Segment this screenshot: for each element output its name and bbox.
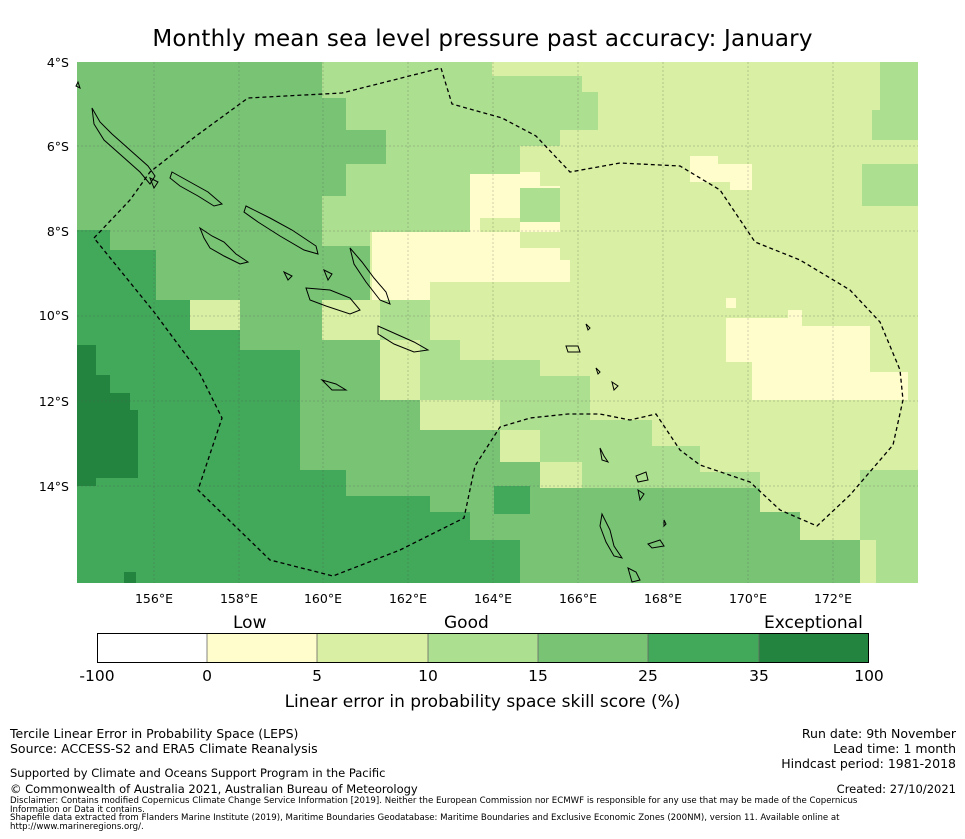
raster-exceptional [77,345,138,486]
raster-very-good [494,486,530,514]
colorbar-segment [538,633,648,663]
island-shortland [149,176,159,190]
footer-shapefile-2: http://www.marineregions.org/. [10,822,144,832]
colorbar-tick: 10 [418,667,438,685]
lat-label-4s: 4°S [46,55,69,70]
island-bougainville [91,107,156,185]
coastlines [75,80,667,583]
raster-good-light [862,164,918,206]
island-makira [377,325,430,353]
island-santa-cruz [565,345,581,353]
lat-label-6s: 6°S [46,139,69,154]
colorbar-segment [317,633,428,663]
footer-method: Tercile Linear Error in Probability Spac… [10,726,299,741]
island-torres [599,447,610,463]
footer-run-date: Run date: 9th November [801,726,956,741]
lon-label-168e: 168°E [643,591,682,606]
raster-good-light [380,300,760,488]
raster-good-light [520,188,560,222]
lat-label-14s: 14°S [38,479,69,494]
island-buka [75,80,81,89]
island-vanuatu-north [647,539,665,549]
island-malaita [349,247,391,305]
colorbar-tick: 0 [202,667,212,685]
raster-very-good [77,230,520,583]
island-new-georgia [198,226,250,265]
lon-label-164e: 164°E [473,591,512,606]
lon-label-166e: 166°E [558,591,597,606]
footer-disclaimer-2: Information or Data it contains. [10,805,145,815]
colorbar-tick: -100 [79,667,115,685]
colorbar-segment [759,633,869,663]
gridlines [77,62,918,583]
footer-lead-time: Lead time: 1 month [833,741,956,756]
lon-label-158e: 158°E [219,591,258,606]
lon-label-170e: 170°E [728,591,767,606]
colorbar-tick: 5 [312,667,322,685]
raster-exceptional [124,572,136,583]
colorbar-category-low: Low [233,613,267,633]
colorbar-tick: 35 [749,667,769,685]
footer-created: Created: 27/10/2021 [836,782,956,796]
lat-label-12s: 12°S [38,394,69,409]
raster-good-light [322,62,598,280]
island-choiseul [169,171,224,207]
footer-shapefile-1: Shapefile data extracted from Flanders M… [10,813,840,823]
footer-source: Source: ACCESS-S2 and ERA5 Climate Reana… [10,741,318,756]
island-espiritu-santo [599,512,624,559]
skill-raster [77,62,918,583]
island-small-1 [611,380,619,391]
colorbar-category-good: Good [444,613,489,633]
raster-low-patch [372,218,570,300]
island-banks [635,471,649,483]
raster-low-patch [726,310,908,400]
island-guadalcanal [305,287,361,315]
colorbar-segment [207,633,317,663]
footer-copyright: © Commonwealth of Australia 2021, Austra… [10,782,418,796]
raster-good-light [872,62,918,140]
colorbar-label: Linear error in probability space skill … [284,692,681,712]
colorbar-tick: 15 [528,667,548,685]
raster-low-patch [726,298,736,308]
island-small-4 [663,519,667,528]
raster-good-mid [77,62,860,583]
colorbar [97,633,869,663]
island-malakula [627,567,641,583]
lon-label-160e: 160°E [303,591,342,606]
lon-label-156e: 156°E [134,591,173,606]
island-florida [323,268,333,282]
lon-label-172e: 172°E [813,591,852,606]
lon-label-162e: 162°E [388,591,427,606]
lat-label-8s: 8°S [46,224,69,239]
colorbar-tick: 100 [854,667,884,685]
island-small-5 [585,323,591,331]
colorbar-segment [428,633,538,663]
footer-hindcast: Hindcast period: 1981-2018 [781,756,956,771]
island-santa-isabel [243,205,319,255]
island-russell [282,270,293,281]
colorbar-tick: 25 [638,667,658,685]
footer-disclaimer-1: Disclaimer: Contains modified Copernicus… [10,796,858,806]
colorbar-category-exceptional: Exceptional [764,613,863,633]
island-rennell [320,378,348,391]
map-title: Monthly mean sea level pressure past acc… [152,26,813,52]
eez-boundary [93,67,904,577]
colorbar-segment [97,633,207,663]
island-small-2 [595,367,601,375]
raster-good-light [860,470,918,583]
island-small-3 [637,488,645,502]
lat-label-10s: 10°S [38,308,69,323]
footer-supported: Supported by Climate and Oceans Support … [10,766,386,780]
colorbar-segment [648,633,759,663]
